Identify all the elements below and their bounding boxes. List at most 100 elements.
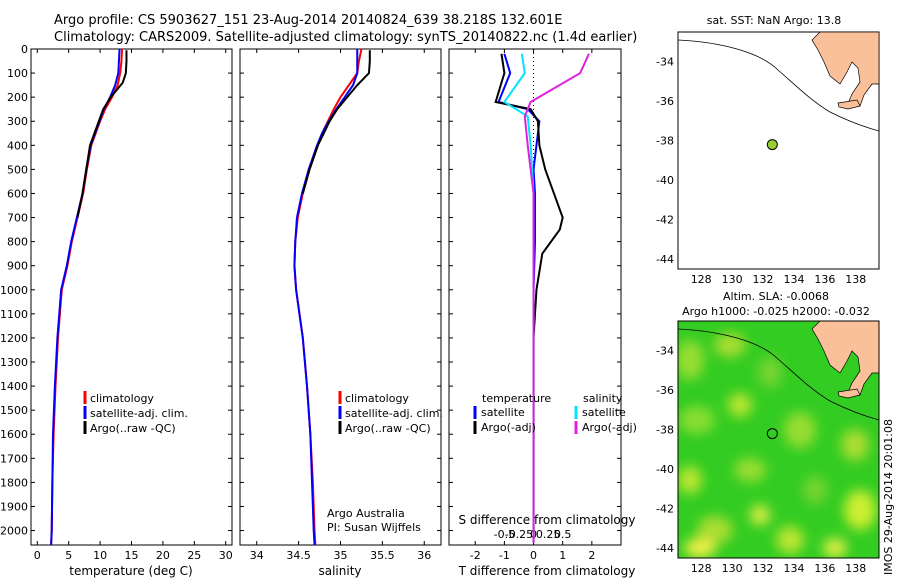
map-y-tick-label: -38 [656, 424, 674, 437]
y-tick-label: 400 [7, 139, 28, 152]
map-y-tick-label: -44 [656, 253, 674, 266]
map-y-tick-label: -36 [656, 384, 674, 397]
x-tick-label: 10 [93, 549, 107, 562]
y-tick-label: 0 [21, 43, 28, 56]
land-south-australia [811, 32, 879, 109]
shelf-contour [678, 39, 879, 132]
y-tick-label: 1600 [0, 428, 28, 441]
series-line-argo-raw-qc- [76, 50, 128, 218]
map-x-tick-label: 134 [783, 273, 804, 286]
temperature-panel [30, 48, 233, 546]
legend-label: satellite [582, 406, 626, 419]
y-tick-label: 1500 [0, 404, 28, 417]
legend-label: satellite [481, 406, 525, 419]
x-tick-label: 36 [417, 549, 431, 562]
map-y-tick-label: -36 [656, 95, 674, 108]
map-y-tick-label: -44 [656, 542, 674, 555]
title-line-1: Argo profile: CS 5903627_151 23-Aug-2014… [54, 13, 563, 28]
x-tick-label: 0 [530, 549, 537, 562]
difference-panel [448, 48, 622, 546]
x-tick-label: 30 [219, 549, 233, 562]
x-tick-label: 20 [156, 549, 170, 562]
map-y-tick-label: -34 [656, 345, 674, 358]
y-tick-label: 500 [7, 163, 28, 176]
map-x-tick-label: 136 [814, 562, 835, 575]
series-line-argo-raw-qc- [301, 50, 371, 194]
annotation-line-1: Argo Australia [327, 507, 405, 520]
sst-map: sat. SST: NaN Argo: 13.8 [677, 14, 880, 270]
sla-map-subtitle: Argo h1000: -0.025 h2000: -0.032 [682, 305, 870, 318]
annotation-line-2: PI: Susan Wijffels [327, 521, 421, 534]
imos-timestamp: IMOS 29-Aug-2014 20:01:08 [882, 419, 895, 575]
series-line-satellite-adj-clim- [293, 49, 359, 545]
x-tick-label: 25 [187, 549, 201, 562]
map-y-tick-label: -40 [656, 463, 674, 476]
series-layer [50, 49, 590, 545]
y-tick-label: 100 [7, 67, 28, 80]
x-top-tick-label: 0.25 [536, 528, 561, 541]
x-axis-label-salinity: salinity [318, 564, 361, 578]
x-top-tick-label: 0.5 [554, 528, 572, 541]
salinity-legend: climatology satellite-adj. clim. Argo(..… [327, 391, 443, 534]
map-x-tick-label: 138 [845, 273, 866, 286]
land-kangaroo-island [837, 388, 861, 399]
x-axis-label-s-difference: S difference from climatology [459, 513, 636, 527]
shelf-contour [678, 328, 879, 421]
y-tick-label: 1300 [0, 356, 28, 369]
x-axis-label-temperature: temperature (deg C) [69, 564, 192, 578]
x-tick-label: 5 [65, 549, 72, 562]
map-y-tick-label: -42 [656, 214, 674, 227]
sla-field [678, 321, 879, 558]
x-tick-label: 0 [34, 549, 41, 562]
x-tick-label: 1 [559, 549, 566, 562]
legend-label: satellite-adj. clim. [90, 407, 188, 420]
argo-float-marker [766, 428, 778, 440]
legend-label: Argo(..raw -QC) [345, 422, 431, 435]
y-tick-label: 1800 [0, 476, 28, 489]
map-x-tick-label: 132 [753, 273, 774, 286]
legend-label: Argo(-adj) [582, 421, 637, 434]
land-kangaroo-island [837, 99, 861, 110]
legend-label: Argo(..raw -QC) [90, 422, 176, 435]
map-x-tick-label: 128 [691, 273, 712, 286]
y-tick-label: 900 [7, 260, 28, 273]
map-x-tick-label: 128 [691, 562, 712, 575]
x-tick-label: -2 [470, 549, 481, 562]
map-x-tick-label: 134 [783, 562, 804, 575]
y-tick-label: 1700 [0, 452, 28, 465]
land-south-australia [811, 321, 879, 398]
legend-title-salinity: salinity [583, 392, 623, 405]
x-tick-label: 35.5 [370, 549, 395, 562]
title-line-2: Climatology: CARS2009. Satellite-adjuste… [54, 30, 638, 45]
y-tick-label: 1400 [0, 380, 28, 393]
legend-title-temperature: temperature [482, 392, 551, 405]
legend-label: satellite-adj. clim. [345, 407, 443, 420]
legend-label: Argo(-adj) [481, 421, 536, 434]
argo-float-marker [766, 139, 778, 151]
temperature-legend: climatology satellite-adj. clim. Argo(..… [83, 391, 188, 435]
y-tick-label: 700 [7, 212, 28, 225]
y-tick-label: 800 [7, 236, 28, 249]
map-x-tick-label: 132 [753, 562, 774, 575]
legend-label: climatology [345, 392, 409, 405]
map-x-tick-label: 136 [814, 273, 835, 286]
x-axis-label-t-difference: T difference from climatology [458, 564, 636, 578]
x-top-tick-label: -0.25 [505, 528, 533, 541]
map-x-tick-label: 138 [845, 562, 866, 575]
sla-map-title: Altim. SLA: -0.0068 [723, 290, 829, 303]
map-y-tick-label: -40 [656, 174, 674, 187]
y-tick-label: 600 [7, 187, 28, 200]
sla-map-frame [677, 320, 880, 559]
x-tick-label: -1 [499, 549, 510, 562]
x-tick-label: 2 [588, 549, 595, 562]
map-y-tick-label: -42 [656, 503, 674, 516]
legend-label: climatology [90, 392, 154, 405]
sst-map-title: sat. SST: NaN Argo: 13.8 [707, 14, 841, 27]
y-tick-label: 1200 [0, 332, 28, 345]
x-tick-label: 34 [250, 549, 264, 562]
x-tick-label: 15 [125, 549, 139, 562]
map-y-tick-label: -34 [656, 56, 674, 69]
series-line-argo-adj- [523, 53, 590, 543]
map-y-tick-label: -38 [656, 135, 674, 148]
